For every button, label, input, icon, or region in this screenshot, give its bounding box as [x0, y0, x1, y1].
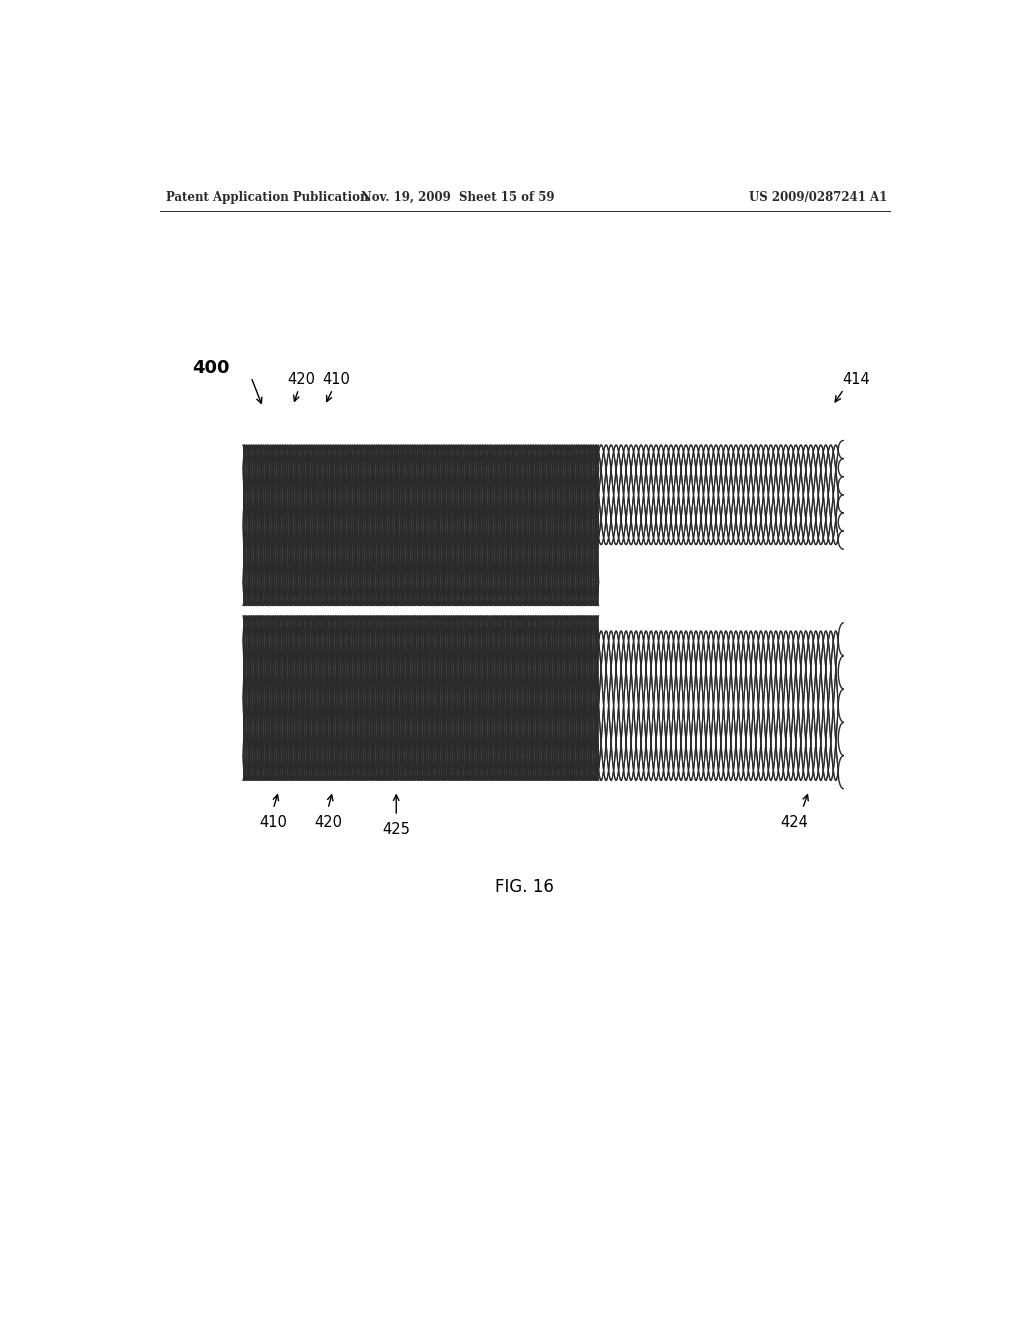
Text: FIG. 16: FIG. 16	[496, 878, 554, 896]
Text: 410: 410	[259, 814, 287, 829]
Text: Patent Application Publication: Patent Application Publication	[166, 190, 369, 203]
Text: 424: 424	[780, 814, 809, 829]
Text: 410: 410	[322, 372, 350, 388]
Text: 420: 420	[314, 814, 342, 829]
Text: 420: 420	[287, 372, 315, 388]
Text: 414: 414	[842, 372, 870, 388]
Text: 425: 425	[382, 822, 411, 837]
Text: Nov. 19, 2009  Sheet 15 of 59: Nov. 19, 2009 Sheet 15 of 59	[360, 190, 554, 203]
Text: 400: 400	[193, 359, 229, 376]
Text: US 2009/0287241 A1: US 2009/0287241 A1	[750, 190, 888, 203]
